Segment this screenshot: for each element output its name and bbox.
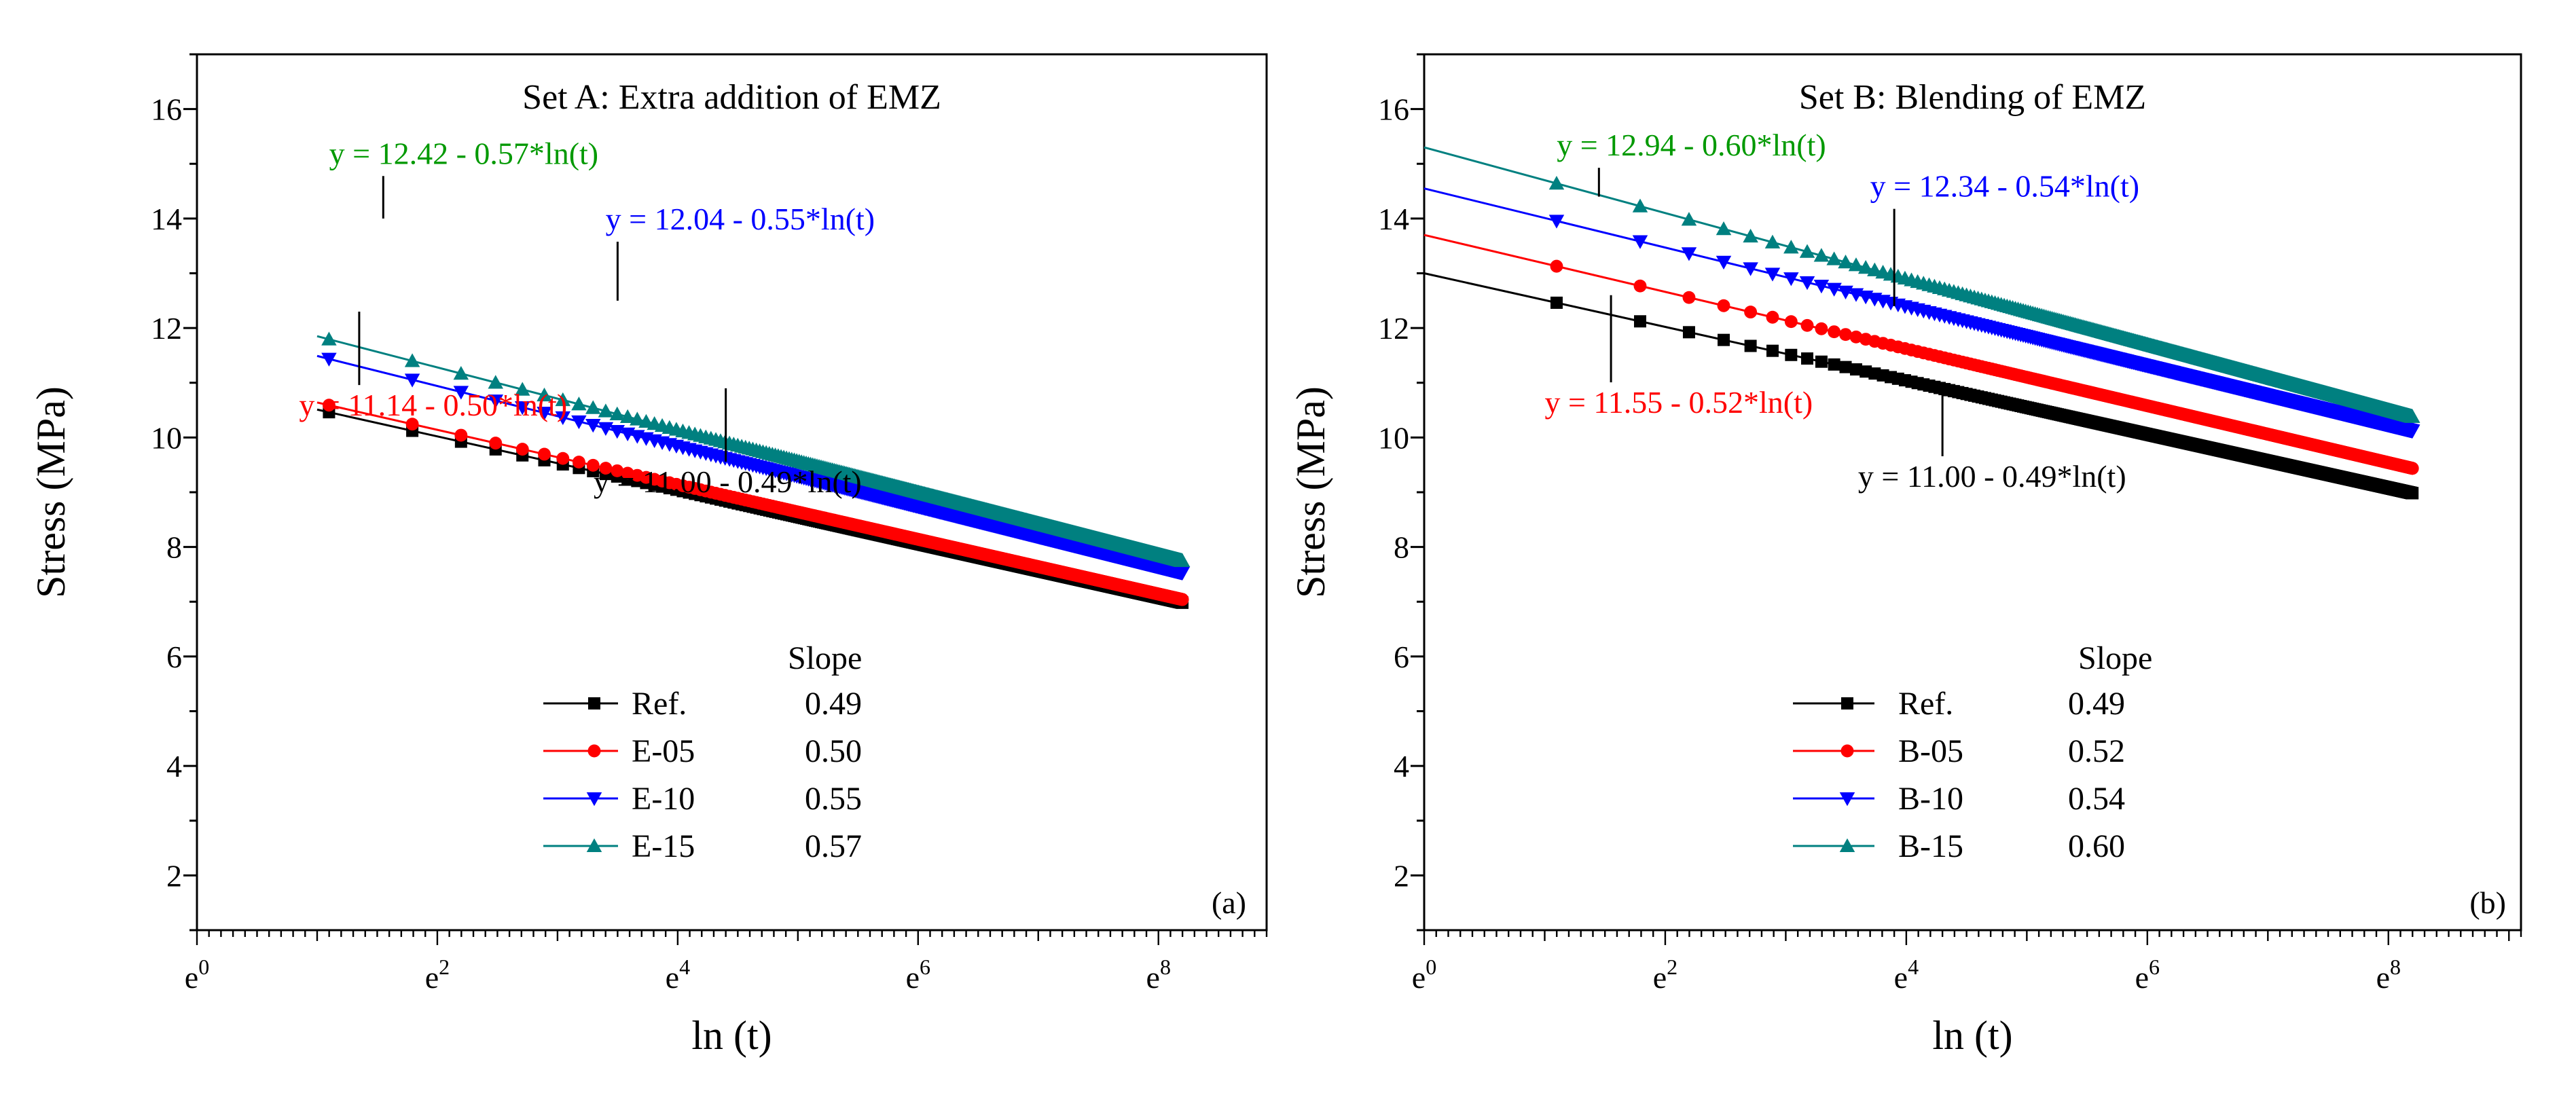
series-e-15 [316, 331, 1191, 568]
x-tick-exponent: 4 [679, 955, 690, 979]
y-tick-label: 2 [166, 858, 182, 893]
data-point [599, 462, 613, 475]
equation-label: y = 12.42 - 0.57*ln(t) [329, 136, 598, 170]
panel-title: Set A: Extra addition of EMZ [522, 78, 941, 117]
data-point [611, 464, 624, 477]
data-point [489, 437, 503, 450]
y-tick-label: 14 [151, 202, 182, 236]
data-point [621, 466, 634, 480]
data-point [586, 458, 600, 472]
x-tick-exponent: 8 [1160, 955, 1171, 979]
y-tick-label: 12 [151, 311, 182, 346]
data-point [454, 428, 468, 442]
x-tick-base: e [1146, 960, 1160, 995]
x-tick-exponent: 2 [439, 955, 450, 979]
data-point [556, 451, 570, 465]
x-tick-base: e [185, 960, 198, 995]
x-tick-label: e2 [425, 955, 450, 995]
y-tick-label: 10 [151, 420, 182, 455]
x-axis-title: ln (t) [691, 1013, 772, 1058]
x-tick-label: e8 [1146, 955, 1171, 995]
x-tick-exponent: 0 [198, 955, 209, 979]
x-tick-base: e [906, 960, 920, 995]
series-e-05 [316, 399, 1189, 606]
x-tick-base: e [425, 960, 439, 995]
data-point [405, 418, 419, 431]
x-tick-label: e6 [906, 955, 930, 995]
y-tick-label: 8 [166, 530, 182, 565]
panel-letter: (a) [1212, 885, 1246, 920]
y-tick-label: 4 [166, 749, 182, 784]
x-tick-base: e [666, 960, 679, 995]
x-tick-label: e0 [185, 955, 209, 995]
y-tick-label: 6 [166, 640, 182, 674]
data-point [538, 447, 551, 461]
data-point [1176, 593, 1189, 606]
y-axis-title: Stress (MPa) [29, 386, 73, 598]
data-point [322, 399, 335, 412]
data-point [572, 456, 585, 469]
y-tick-label: 16 [151, 92, 182, 127]
x-tick-label: e4 [666, 955, 690, 995]
x-tick-exponent: 6 [920, 955, 930, 979]
data-point [515, 443, 529, 456]
equation-annotation: y = 12.42 - 0.57*ln(t) [329, 136, 598, 219]
